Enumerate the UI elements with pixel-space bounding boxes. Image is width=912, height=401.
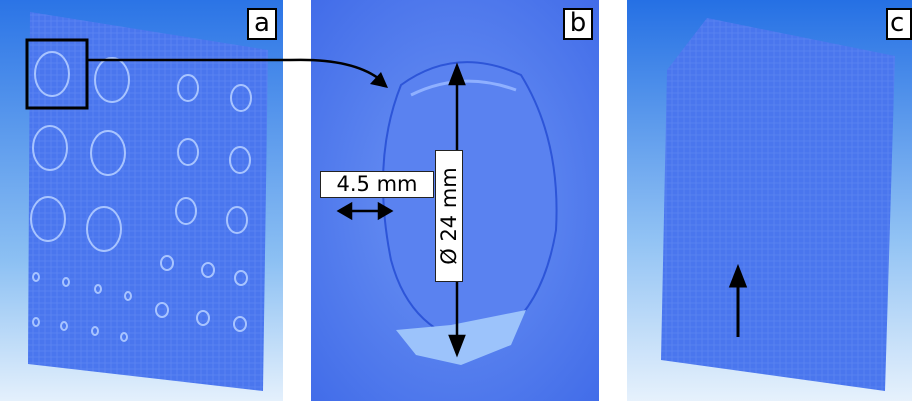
hole xyxy=(94,284,102,294)
hole xyxy=(233,316,247,332)
hole xyxy=(90,130,126,176)
hole xyxy=(201,262,215,278)
hole xyxy=(32,317,40,327)
hole xyxy=(32,125,68,171)
panel-c-letter: c xyxy=(886,8,912,40)
hole xyxy=(226,206,248,234)
panel-a-image xyxy=(0,0,283,401)
hole xyxy=(175,197,197,225)
hole xyxy=(86,206,122,252)
panel-b-letter: b xyxy=(563,8,593,40)
hole xyxy=(177,138,199,166)
diameter-label-text: Ø 24 mm xyxy=(437,167,461,265)
holes-group xyxy=(30,51,252,342)
hole xyxy=(229,146,251,174)
hole xyxy=(91,326,99,336)
back-surface xyxy=(661,18,895,391)
panel-a: a xyxy=(0,0,283,401)
thickness-arrow xyxy=(336,201,394,221)
hole xyxy=(155,302,169,318)
diameter-label: Ø 24 mm xyxy=(435,150,463,282)
hole xyxy=(120,332,128,342)
hole xyxy=(60,321,68,331)
hole xyxy=(124,291,132,301)
hole-edge xyxy=(382,61,558,347)
panel-c: c xyxy=(627,0,912,401)
hole xyxy=(30,196,66,242)
thickness-label: 4.5 mm xyxy=(320,171,434,198)
hole xyxy=(196,310,210,326)
panel-c-image xyxy=(627,0,912,401)
panel-b: 4.5 mm Ø 24 mm b xyxy=(311,0,599,401)
plate-surface xyxy=(28,12,268,391)
defect-arrow xyxy=(728,263,748,337)
hole xyxy=(234,270,248,286)
hole xyxy=(230,84,252,112)
hole xyxy=(32,272,40,282)
panel-a-letter: a xyxy=(247,8,277,40)
hole xyxy=(34,51,70,97)
hole xyxy=(94,57,130,103)
hole xyxy=(160,255,174,271)
hole xyxy=(62,277,70,287)
